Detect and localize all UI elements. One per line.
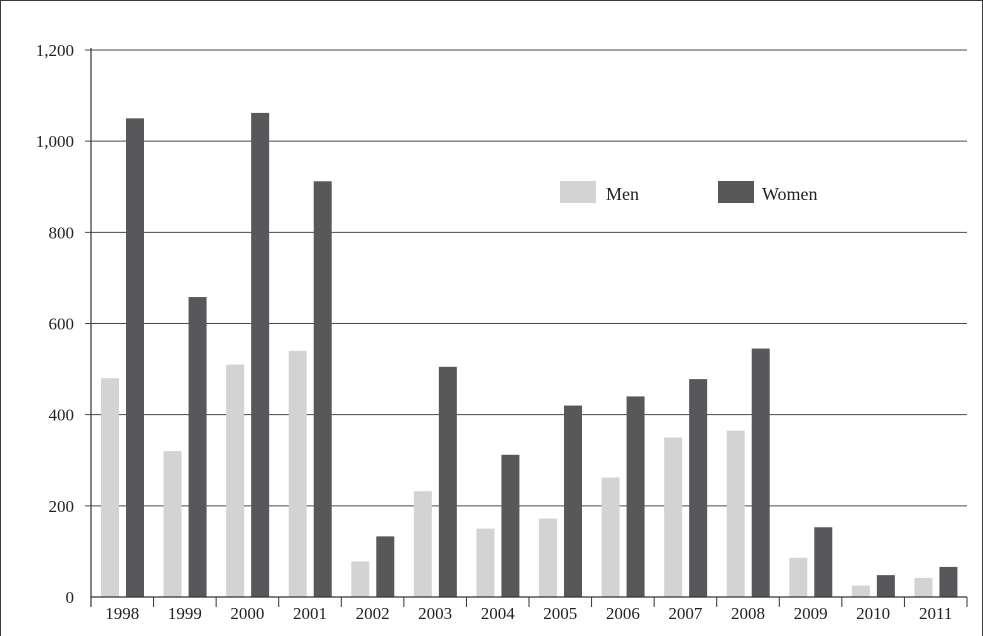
bar-women-2007 (689, 379, 708, 597)
y-tick-label: 600 (49, 315, 75, 334)
bar-men-2008 (726, 430, 745, 597)
bar-men-2005 (539, 518, 557, 597)
axes: 0 200 400 600 800 1,000 1,200 1998 1999 2000 2001 2… (36, 41, 968, 623)
bar-women-1998 (126, 118, 144, 597)
bar-men-2004 (476, 528, 495, 597)
y-tick-label: 800 (49, 223, 75, 242)
bar-women-2001 (313, 181, 332, 597)
bar-men-1998 (101, 378, 119, 597)
bar-men-2001 (288, 350, 307, 597)
bar-women-2011 (939, 566, 958, 597)
legend-swatch-women (718, 181, 754, 203)
legend-label-men: Men (606, 184, 639, 204)
x-tick-label: 2000 (230, 604, 264, 623)
bar-women-2006 (626, 396, 645, 597)
bar-women-2009 (814, 527, 833, 597)
x-tick-label: 2006 (606, 604, 640, 623)
y-tick-label: 1,200 (36, 41, 74, 60)
x-tick-label: 2010 (856, 604, 890, 623)
x-tick-label: 2007 (668, 604, 703, 623)
legend-swatch-men (560, 181, 596, 203)
legend: Men Women (560, 181, 818, 204)
bar-men-2011 (914, 577, 933, 597)
legend-label-women: Women (762, 184, 818, 204)
y-tick-label: 400 (49, 406, 75, 425)
bar-women-2002 (376, 536, 395, 597)
x-tick-label: 2008 (731, 604, 765, 623)
x-tick-label: 2001 (293, 604, 327, 623)
gridlines (85, 49, 967, 507)
bar-men-2006 (601, 477, 620, 597)
bar-men-2000 (226, 364, 245, 597)
bar-men-2002 (351, 561, 370, 597)
bar-men-2009 (789, 557, 808, 597)
bar-women-2004 (501, 454, 520, 597)
x-tick-label: 2004 (481, 604, 516, 623)
bar-men-2007 (664, 437, 683, 597)
bar-women-2003 (438, 366, 457, 597)
bar-women-2008 (751, 348, 770, 597)
bar-women-2005 (564, 405, 582, 597)
x-tick-label: 1999 (168, 604, 202, 623)
y-tick-label: 1,000 (36, 132, 74, 151)
x-tick-label: 2002 (356, 604, 390, 623)
x-tick-label: 2011 (919, 604, 952, 623)
bar-men-2010 (851, 585, 870, 597)
x-tick-label: 1998 (105, 604, 139, 623)
y-tick-label: 0 (66, 588, 75, 607)
bar-men-2003 (413, 491, 432, 597)
x-tick-label: 2005 (543, 604, 577, 623)
x-tick-label: 2009 (794, 604, 828, 623)
bar-women-1999 (188, 297, 207, 597)
bar-men-1999 (163, 451, 182, 597)
bars (101, 112, 958, 597)
y-tick-label: 200 (49, 497, 75, 516)
x-tick-label: 2003 (418, 604, 452, 623)
bar-women-2010 (876, 575, 895, 597)
bar-women-2000 (251, 112, 270, 597)
